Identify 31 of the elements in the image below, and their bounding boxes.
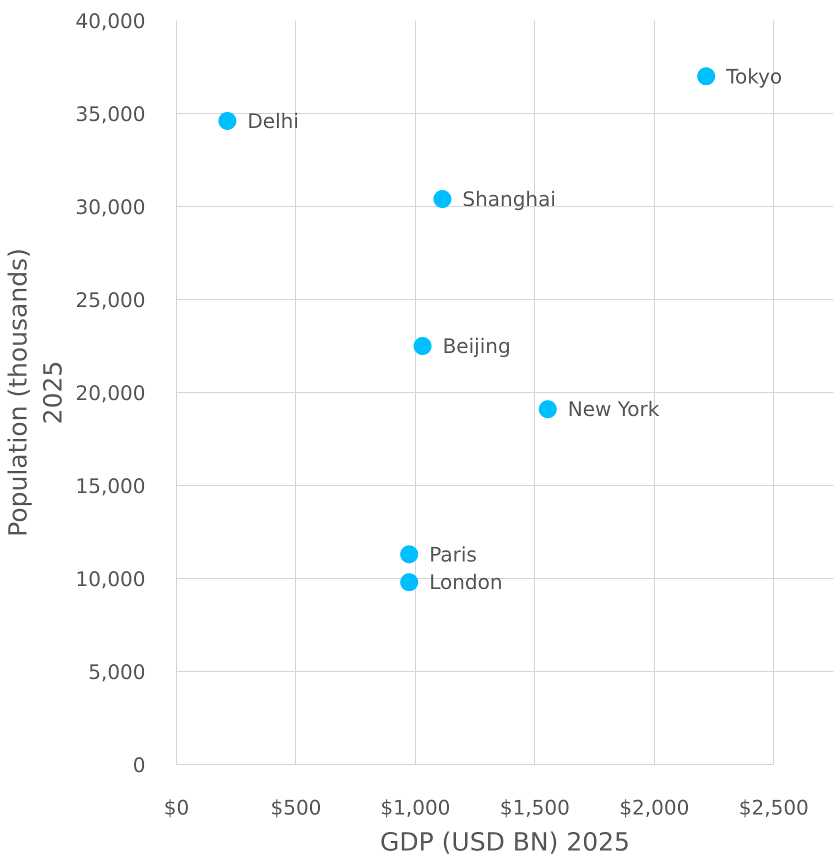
annotation: Tokyo [725, 64, 782, 88]
x-tick-label: $1,500 [500, 796, 570, 820]
annotation: London [429, 570, 503, 594]
point [400, 545, 418, 564]
annotation: Delhi [247, 108, 299, 133]
x-tick-label: $2,500 [738, 796, 809, 820]
y-tick-label: 0 [132, 753, 146, 777]
y-tick-label: 30,000 [76, 195, 146, 219]
x-tick-label: $0 [164, 796, 190, 820]
y-axis-title: Population (thousands) 2025 [4, 248, 68, 537]
x-tick-label: $1,000 [380, 796, 450, 820]
annotation: New York [568, 397, 660, 422]
x-tick-label: $500 [270, 796, 322, 820]
point [400, 573, 418, 592]
point [538, 400, 557, 418]
annotation: Shanghai [462, 187, 556, 212]
y-tick-label: 15,000 [76, 474, 146, 498]
x-tick-label: $2,000 [619, 796, 690, 820]
point [697, 67, 716, 86]
point [218, 112, 236, 130]
y-tick-label: 25,000 [76, 288, 146, 312]
y-tick-label: 35,000 [76, 102, 146, 126]
y-tick-label: 10,000 [76, 567, 146, 591]
y-tick-label: 40,000 [76, 9, 146, 33]
y-tick-label: 5,000 [88, 660, 146, 684]
y-tick-label: 20,000 [76, 381, 146, 405]
annotation: Paris [429, 542, 477, 566]
point [414, 337, 432, 355]
annotation: Beijing [442, 334, 511, 358]
x-axis-title: GDP (USD BN) 2025 [380, 828, 630, 856]
point [433, 190, 452, 208]
